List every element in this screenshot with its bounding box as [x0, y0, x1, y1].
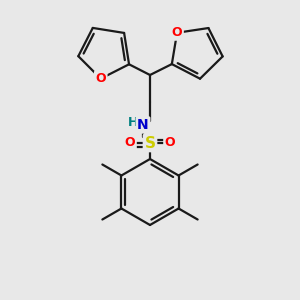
Text: S: S	[145, 136, 155, 151]
Text: N: N	[137, 118, 149, 132]
Text: O: O	[165, 136, 175, 149]
Text: O: O	[125, 136, 135, 149]
Text: O: O	[95, 72, 106, 85]
Text: H: H	[128, 116, 138, 130]
Text: O: O	[172, 26, 182, 39]
